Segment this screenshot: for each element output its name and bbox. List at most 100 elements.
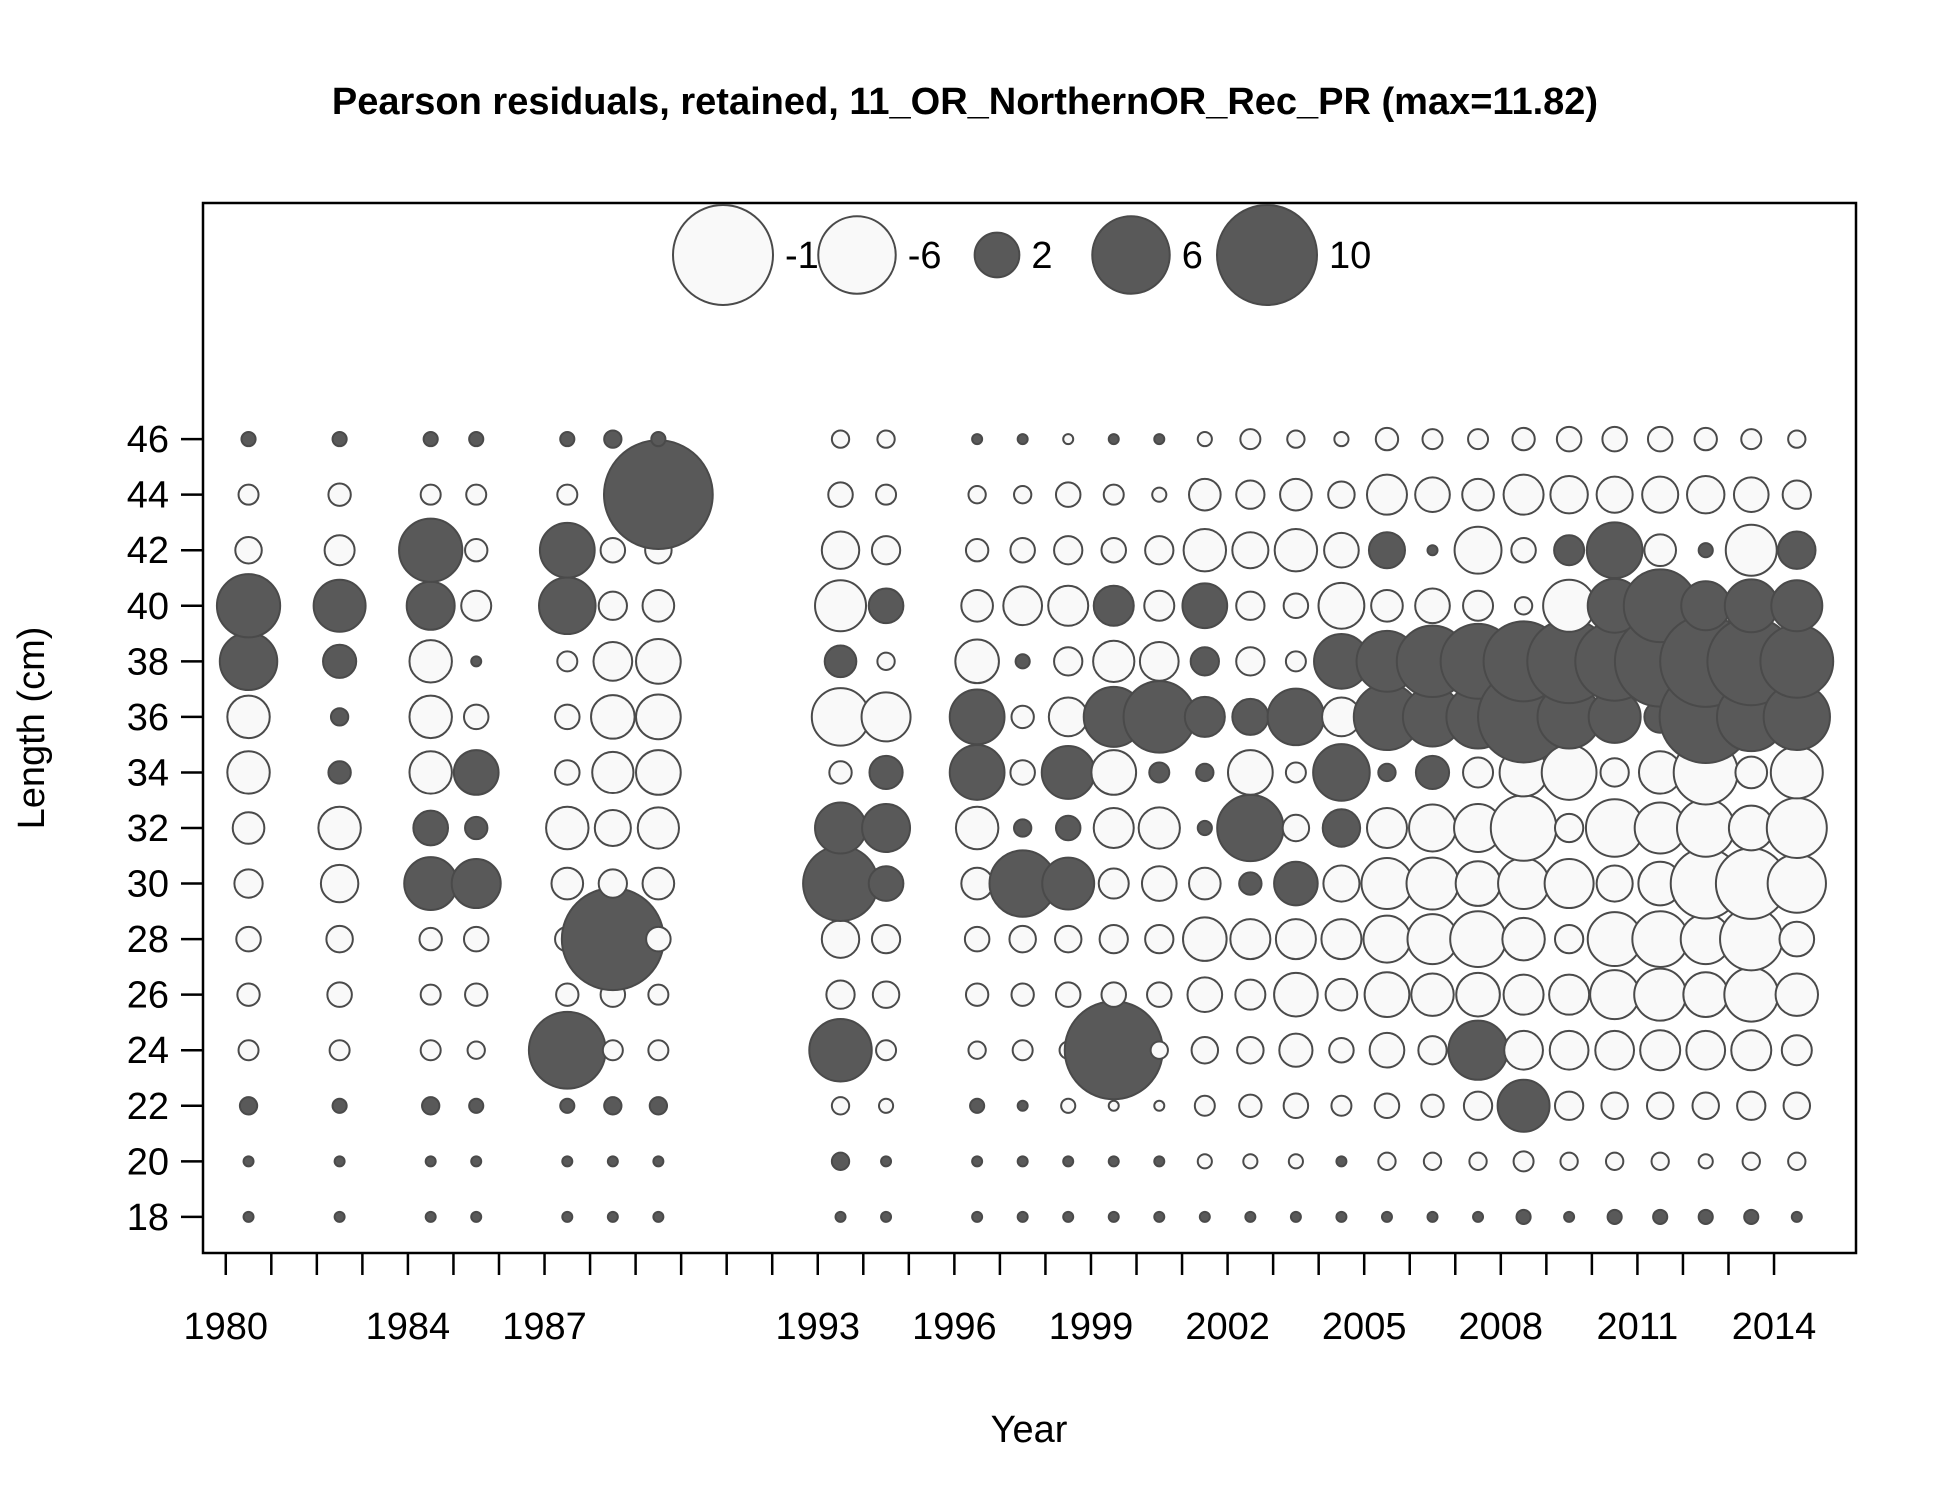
residual-bubble	[418, 926, 443, 952]
x-tick-label: 2011	[1597, 1306, 1679, 1348]
residual-bubble	[1502, 973, 1545, 1016]
residual-bubble	[1594, 1029, 1636, 1071]
residual-bubble	[1144, 923, 1175, 955]
residual-bubble	[1595, 475, 1634, 514]
residual-bubble	[1054, 481, 1082, 508]
residual-bubble	[802, 845, 879, 922]
x-axis: 1980 1984 1987 1993 1996 1999 2002 2005 2008 2011…	[183, 1253, 1816, 1348]
residual-bubble	[1468, 1151, 1488, 1171]
residual-bubble	[1589, 969, 1641, 1021]
residual-bubble	[1196, 819, 1213, 837]
residual-bubble	[971, 433, 984, 446]
residual-bubble	[559, 431, 576, 448]
residual-bubble	[820, 530, 861, 570]
residual-bubble	[1274, 918, 1317, 961]
residual-bubble	[820, 919, 861, 959]
residual-bubble	[827, 481, 854, 508]
residual-bubble	[1691, 1091, 1720, 1121]
residual-bubble	[593, 808, 632, 848]
residual-bubble	[1743, 1208, 1760, 1225]
residual-bubble	[1724, 523, 1778, 577]
residual-bubble	[408, 750, 453, 795]
residual-bubble	[470, 1210, 483, 1223]
residual-bubble	[561, 1155, 574, 1168]
residual-bubble	[1279, 477, 1313, 512]
residual-bubble	[1693, 426, 1718, 452]
residual-bubble	[603, 1096, 623, 1116]
residual-bubble	[1284, 761, 1307, 784]
residual-bubble	[1234, 978, 1267, 1011]
residual-bubble	[317, 805, 362, 851]
residual-bubble	[1782, 1091, 1812, 1121]
residual-bubble	[1781, 479, 1812, 510]
residual-bubble	[830, 429, 851, 449]
residual-bubble	[1140, 865, 1178, 902]
residual-bubble	[326, 981, 353, 1008]
residual-bubble	[1107, 1099, 1120, 1112]
residual-bubble	[1730, 1029, 1773, 1072]
residual-bubble	[1489, 794, 1558, 862]
residual-bubble	[1595, 864, 1634, 903]
residual-bubble	[556, 483, 579, 506]
residual-bubble	[1273, 528, 1319, 573]
residual-bubble	[238, 1096, 259, 1116]
legend: -10 -6 2 6 10	[672, 204, 1371, 306]
residual-bubble	[1100, 981, 1127, 1008]
residual-bubble	[1548, 1029, 1590, 1071]
residual-bubble	[538, 576, 597, 636]
legend-bubble	[1091, 215, 1171, 295]
residual-bubble	[1014, 653, 1031, 670]
residual-bubble	[1548, 973, 1591, 1016]
residual-bubble	[1008, 924, 1037, 954]
legend-bubble	[817, 215, 897, 295]
residual-bubble	[470, 655, 483, 668]
residual-bubble	[1410, 972, 1455, 1017]
residual-bubble	[967, 485, 987, 505]
residual-bubble	[880, 1210, 893, 1223]
residual-bubble	[590, 694, 636, 740]
residual-bubble	[960, 866, 994, 901]
residual-bubble	[1697, 542, 1714, 559]
residual-bubble	[1188, 477, 1222, 512]
x-tick-label: 2014	[1732, 1306, 1817, 1348]
residual-bubble	[1422, 1151, 1443, 1171]
y-tick-label: 40	[127, 586, 169, 628]
residual-bubble	[647, 1039, 670, 1062]
residual-bubble	[450, 858, 502, 910]
y-tick-label: 20	[127, 1141, 169, 1183]
residual-bubble	[834, 1210, 847, 1223]
residual-bubble	[1540, 744, 1598, 801]
residual-bubble	[218, 631, 279, 692]
residual-bubble	[1741, 1151, 1761, 1171]
residual-bubble	[1467, 428, 1490, 451]
residual-bubble	[1697, 1153, 1714, 1170]
residual-bubble	[1553, 923, 1585, 955]
residual-bubble	[1515, 1208, 1532, 1225]
residual-bubble	[1053, 646, 1084, 677]
legend-bubble	[672, 204, 774, 306]
residual-bubble	[860, 691, 912, 743]
residual-bubble	[861, 803, 912, 853]
residual-bubble	[1242, 1153, 1259, 1170]
residual-bubble	[1362, 914, 1412, 964]
residual-bubble	[1374, 426, 1400, 452]
residual-bubble	[233, 868, 264, 899]
residual-bubble	[868, 754, 904, 791]
residual-bubble	[1631, 910, 1690, 968]
residual-bubble	[1447, 1019, 1509, 1081]
residual-bubble	[1153, 1210, 1166, 1223]
residual-bubble	[1063, 1000, 1164, 1101]
residual-bubble	[1377, 1151, 1397, 1171]
residual-bubble	[1360, 857, 1414, 911]
residual-bubble	[1053, 535, 1084, 566]
residual-bubble	[1408, 803, 1457, 853]
residual-bubble	[948, 744, 1006, 801]
residual-bubble	[1092, 584, 1135, 627]
residual-bubble	[1282, 1092, 1310, 1120]
residual-bubble	[880, 1155, 893, 1168]
residual-bubble	[1010, 704, 1035, 730]
x-tick-label: 2005	[1322, 1306, 1407, 1348]
residual-bubble	[1009, 759, 1036, 786]
residual-bubble	[1244, 1210, 1257, 1223]
y-tick-label: 44	[127, 475, 169, 517]
